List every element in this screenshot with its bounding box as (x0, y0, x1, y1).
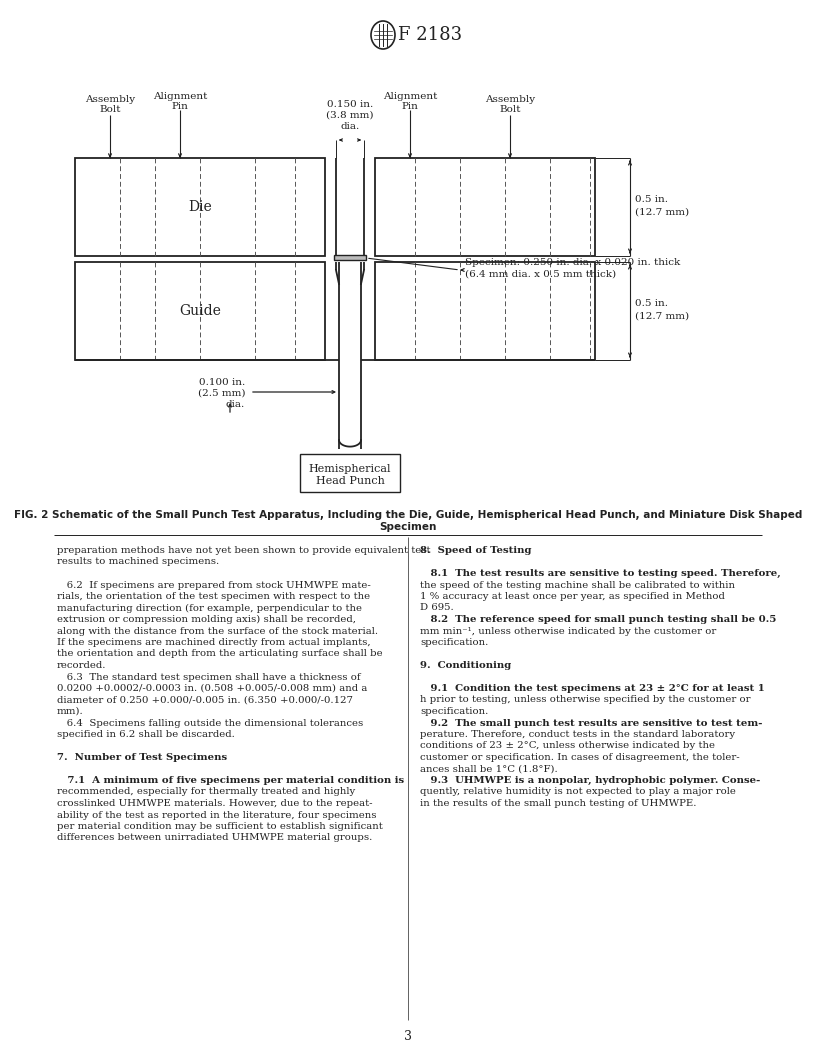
Text: dia.: dia. (226, 400, 245, 409)
Text: 8.2  The reference speed for small punch testing shall be 0.5: 8.2 The reference speed for small punch … (420, 615, 776, 624)
Bar (300, 454, 400, 492)
Text: specification.: specification. (420, 708, 488, 716)
Text: 9.1  Condition the test specimens at 23 ± 2°C for at least 1: 9.1 Condition the test specimens at 23 ±… (420, 684, 765, 693)
Text: Die: Die (188, 200, 212, 214)
Text: quently, relative humidity is not expected to play a major role: quently, relative humidity is not expect… (420, 788, 736, 796)
Bar (375, 262, 595, 360)
Text: Guide: Guide (179, 304, 221, 318)
Text: along with the distance from the surface of the stock material.: along with the distance from the surface… (57, 626, 378, 636)
Text: conditions of 23 ± 2°C, unless otherwise indicated by the: conditions of 23 ± 2°C, unless otherwise… (420, 741, 715, 751)
Text: recorded.: recorded. (57, 661, 107, 670)
Text: FIG. 2 Schematic of the Small Punch Test Apparatus, Including the Die, Guide, He: FIG. 2 Schematic of the Small Punch Test… (14, 510, 802, 520)
Text: 6.3  The standard test specimen shall have a thickness of: 6.3 The standard test specimen shall hav… (57, 673, 361, 681)
Text: (6.4 mm dia. x 0.5 mm thick): (6.4 mm dia. x 0.5 mm thick) (465, 270, 616, 279)
Text: results to machined specimens.: results to machined specimens. (57, 558, 220, 566)
Text: (2.5 mm): (2.5 mm) (197, 389, 245, 398)
Text: Pin: Pin (171, 102, 188, 111)
Text: (12.7 mm): (12.7 mm) (635, 312, 690, 321)
Text: specification.: specification. (420, 638, 488, 647)
Text: in the results of the small punch testing of UHMWPE.: in the results of the small punch testin… (420, 799, 697, 808)
Bar (375, 158, 595, 256)
Text: (12.7 mm): (12.7 mm) (635, 207, 690, 216)
Text: (3.8 mm): (3.8 mm) (326, 111, 374, 120)
Text: Specimen: Specimen (379, 522, 437, 532)
Text: Pin: Pin (401, 102, 419, 111)
Text: per material condition may be sufficient to establish significant: per material condition may be sufficient… (57, 822, 383, 831)
Text: 0.5 in.: 0.5 in. (635, 299, 668, 307)
Text: Bolt: Bolt (100, 105, 121, 114)
Text: Specimen: 0.250 in. dia. x 0.020 in. thick: Specimen: 0.250 in. dia. x 0.020 in. thi… (465, 258, 681, 267)
Text: 1 % accuracy at least once per year, as specified in Method: 1 % accuracy at least once per year, as … (420, 592, 725, 601)
Text: 9.2  The small punch test results are sensitive to test tem-: 9.2 The small punch test results are sen… (420, 718, 762, 728)
Text: recommended, especially for thermally treated and highly: recommended, especially for thermally tr… (57, 788, 355, 796)
Text: If the specimens are machined directly from actual implants,: If the specimens are machined directly f… (57, 638, 370, 647)
Text: h prior to testing, unless otherwise specified by the customer or: h prior to testing, unless otherwise spe… (420, 696, 751, 704)
Text: ances shall be 1°C (1.8°F).: ances shall be 1°C (1.8°F). (420, 765, 558, 773)
Text: mm min⁻¹, unless otherwise indicated by the customer or: mm min⁻¹, unless otherwise indicated by … (420, 626, 716, 636)
Text: crosslinked UHMWPE materials. However, due to the repeat-: crosslinked UHMWPE materials. However, d… (57, 799, 372, 808)
Text: 0.0200 +0.0002/-0.0003 in. (0.508 +0.005/-0.008 mm) and a: 0.0200 +0.0002/-0.0003 in. (0.508 +0.005… (57, 684, 367, 693)
Text: Assembly: Assembly (85, 95, 135, 103)
Text: Alignment: Alignment (153, 92, 207, 101)
Text: 3: 3 (404, 1030, 412, 1043)
Text: 6.4  Specimens falling outside the dimensional tolerances: 6.4 Specimens falling outside the dimens… (57, 718, 363, 728)
Text: manufacturing direction (for example, perpendicular to the: manufacturing direction (for example, pe… (57, 603, 362, 612)
Text: differences between unirradiated UHMWPE material groups.: differences between unirradiated UHMWPE … (57, 833, 372, 843)
Text: specified in 6.2 shall be discarded.: specified in 6.2 shall be discarded. (57, 730, 235, 739)
Text: customer or specification. In cases of disagreement, the toler-: customer or specification. In cases of d… (420, 753, 739, 762)
Text: the speed of the testing machine shall be calibrated to within: the speed of the testing machine shall b… (420, 581, 735, 589)
Text: dia.: dia. (340, 122, 360, 131)
Text: D 695.: D 695. (420, 603, 454, 612)
Text: 0.100 in.: 0.100 in. (199, 378, 245, 386)
Bar (75, 158, 325, 256)
Text: diameter of 0.250 +0.000/-0.005 in. (6.350 +0.000/-0.127: diameter of 0.250 +0.000/-0.005 in. (6.3… (57, 696, 353, 704)
Text: Hemispherical: Hemispherical (308, 464, 391, 474)
Text: 8.1  The test results are sensitive to testing speed. Therefore,: 8.1 The test results are sensitive to te… (420, 569, 781, 578)
Bar (334, 254, 366, 260)
Text: Head Punch: Head Punch (316, 476, 384, 486)
Text: 8.  Speed of Testing: 8. Speed of Testing (420, 546, 531, 555)
Text: 7.1  A minimum of five specimens per material condition is: 7.1 A minimum of five specimens per mate… (57, 776, 404, 785)
Text: perature. Therefore, conduct tests in the standard laboratory: perature. Therefore, conduct tests in th… (420, 730, 735, 739)
Text: Assembly: Assembly (485, 95, 535, 103)
Text: Bolt: Bolt (499, 105, 521, 114)
Text: mm).: mm). (57, 708, 84, 716)
Text: the orientation and depth from the articulating surface shall be: the orientation and depth from the artic… (57, 649, 383, 659)
Text: preparation methods have not yet been shown to provide equivalent test: preparation methods have not yet been sh… (57, 546, 431, 555)
Text: extrusion or compression molding axis) shall be recorded,: extrusion or compression molding axis) s… (57, 615, 356, 624)
Text: 7.  Number of Test Specimens: 7. Number of Test Specimens (57, 753, 227, 762)
Text: 0.5 in.: 0.5 in. (635, 194, 668, 204)
Text: rials, the orientation of the test specimen with respect to the: rials, the orientation of the test speci… (57, 592, 370, 601)
Text: F 2183: F 2183 (398, 26, 462, 44)
Text: 0.150 in.: 0.150 in. (327, 100, 373, 109)
Bar (75, 262, 325, 360)
Text: 6.2  If specimens are prepared from stock UHMWPE mate-: 6.2 If specimens are prepared from stock… (57, 581, 370, 589)
Text: 9.  Conditioning: 9. Conditioning (420, 661, 512, 670)
Text: Alignment: Alignment (383, 92, 437, 101)
Text: ability of the test as reported in the literature, four specimens: ability of the test as reported in the l… (57, 811, 376, 819)
Text: 9.3  UHMWPE is a nonpolar, hydrophobic polymer. Conse-: 9.3 UHMWPE is a nonpolar, hydrophobic po… (420, 776, 761, 785)
